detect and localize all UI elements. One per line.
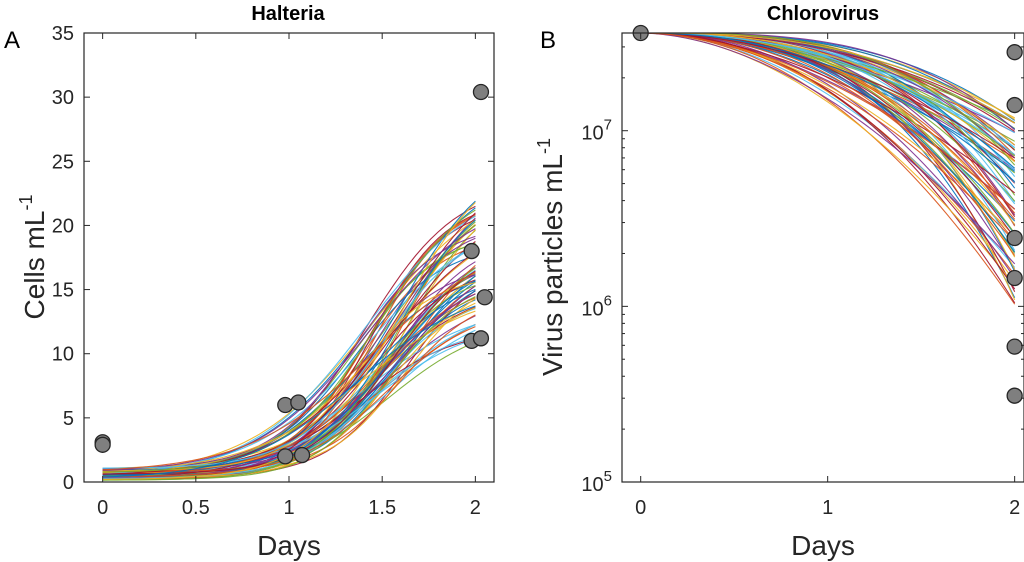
- simulation-line: [102, 269, 476, 476]
- simulation-line: [640, 32, 1016, 183]
- panel-b-letter: B: [540, 27, 556, 54]
- x-tick-label: 1: [822, 497, 833, 519]
- simulation-line: [640, 32, 1016, 194]
- observation-point: [290, 394, 307, 411]
- panel-a-y-axis: 0 5 10 15 20 25 30 35: [52, 23, 494, 494]
- y-tick-label-exponent: 7: [604, 117, 612, 134]
- simulation-line: [640, 32, 1015, 124]
- simulation-line: [102, 296, 476, 481]
- simulation-line: [640, 32, 1016, 290]
- observation-point: [463, 242, 480, 260]
- x-tick-label: 1.5: [368, 497, 396, 519]
- observation-point: [1006, 387, 1023, 404]
- x-tick-label: 0.5: [182, 497, 210, 519]
- panel-b-y-axis-title-main: Virus particles mL: [537, 154, 568, 376]
- y-tick-label: 0: [63, 472, 74, 494]
- observation-point: [94, 436, 111, 453]
- y-tick-label: 20: [52, 215, 74, 237]
- y-tick-label: 105: [581, 468, 612, 496]
- simulation-line: [102, 228, 476, 472]
- y-tick-label: 25: [52, 151, 74, 173]
- observation-point: [277, 396, 294, 414]
- panel-b-x-axis: 0 1 2: [635, 33, 1020, 519]
- simulation-line: [102, 212, 476, 479]
- x-tick-label: 1: [283, 497, 294, 519]
- observation-point: [472, 83, 490, 101]
- simulation-line: [102, 305, 476, 478]
- x-tick-label: 0: [635, 497, 646, 519]
- y-tick-label: 30: [52, 87, 74, 109]
- simulation-line: [102, 246, 476, 469]
- panel-a: A Halteria 0 0.5 1 1.5 2 0 5 10 15 20 25 30 35 Days…: [4, 3, 495, 561]
- panel-a-observations: [94, 83, 493, 465]
- panel-b-y-axis-title: Virus particles mL-1: [534, 138, 568, 376]
- y-tick-label: 106: [581, 292, 612, 320]
- simulation-line: [102, 240, 476, 472]
- y-tick-label: 5: [63, 408, 74, 430]
- simulation-line: [102, 215, 476, 475]
- simulation-line: [640, 32, 1016, 210]
- panel-b-y-axis-title-sup: -1: [534, 138, 554, 154]
- panel-b-observations: [632, 24, 1023, 404]
- y-tick-label: 10: [52, 344, 74, 366]
- y-tick-label-base: 10: [581, 474, 603, 496]
- simulation-line: [640, 32, 1016, 156]
- y-tick-label-exponent: 6: [604, 292, 612, 309]
- panel-b-x-axis-title: Days: [791, 530, 855, 561]
- y-tick-label: 107: [581, 117, 612, 145]
- observation-point: [1006, 229, 1023, 247]
- observation-point: [1006, 44, 1023, 61]
- x-tick-label: 2: [1009, 497, 1020, 519]
- panel-a-y-axis-title-sup: -1: [16, 195, 36, 211]
- y-tick-label: 15: [52, 280, 74, 302]
- simulation-line: [102, 271, 476, 471]
- observation-point: [1006, 338, 1023, 355]
- y-tick-label-base: 10: [581, 298, 603, 320]
- panel-a-x-axis-title: Days: [257, 530, 321, 561]
- panel-a-y-axis-title: Cells mL-1: [16, 195, 50, 320]
- observation-point: [277, 448, 294, 465]
- panel-a-simulation-lines: [102, 200, 476, 481]
- panel-a-y-axis-title-main: Cells mL: [19, 211, 50, 320]
- observation-point: [1006, 96, 1023, 114]
- observation-point: [1006, 269, 1023, 287]
- panel-a-x-axis: 0 0.5 1 1.5 2: [97, 33, 481, 519]
- x-tick-label: 0: [97, 497, 108, 519]
- y-tick-label-exponent: 5: [604, 468, 612, 485]
- panel-a-letter: A: [4, 27, 20, 54]
- observation-point: [472, 330, 490, 347]
- x-tick-label: 2: [470, 497, 481, 519]
- simulation-line: [102, 209, 476, 473]
- y-tick-label: 35: [52, 23, 74, 45]
- panel-a-title: Halteria: [251, 3, 325, 25]
- panel-b-simulation-lines: [640, 32, 1016, 305]
- observation-point: [476, 289, 493, 306]
- observation-point: [293, 446, 311, 464]
- panel-b-title: Chlorovirus: [767, 3, 879, 25]
- simulation-line: [640, 32, 1016, 265]
- panel-b-plot-box: [621, 32, 1024, 483]
- y-tick-label-base: 10: [581, 123, 603, 145]
